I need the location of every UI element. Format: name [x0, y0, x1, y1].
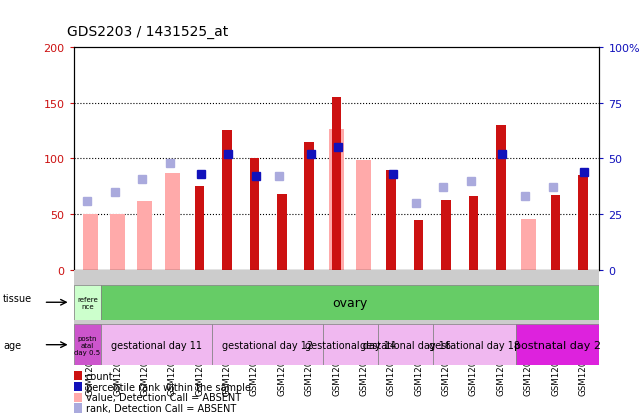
- Bar: [304, 142, 314, 271]
- Text: percentile rank within the sample: percentile rank within the sample: [86, 382, 251, 392]
- Text: gestational day 18: gestational day 18: [429, 340, 520, 350]
- Text: gestational day 11: gestational day 11: [111, 340, 202, 350]
- Text: gestational day 12: gestational day 12: [222, 340, 313, 350]
- Bar: [212, 324, 322, 366]
- Bar: [332, 98, 341, 271]
- Bar: [378, 324, 433, 366]
- Bar: [137, 202, 153, 271]
- Bar: [277, 195, 287, 271]
- Bar: [441, 200, 451, 271]
- Text: gestational day 14: gestational day 14: [305, 340, 396, 350]
- Bar: [110, 215, 125, 271]
- Text: postn
atal
day 0.5: postn atal day 0.5: [74, 335, 101, 355]
- Text: refere
nce: refere nce: [77, 296, 98, 309]
- Bar: [578, 176, 588, 271]
- Bar: [329, 130, 344, 271]
- Text: value, Detection Call = ABSENT: value, Detection Call = ABSENT: [86, 392, 241, 402]
- Bar: [101, 324, 212, 366]
- Bar: [74, 285, 101, 320]
- Bar: [520, 219, 536, 271]
- Text: ovary: ovary: [333, 296, 368, 309]
- Bar: [496, 126, 506, 271]
- Text: gestational day 16: gestational day 16: [360, 340, 451, 350]
- Bar: [322, 324, 378, 366]
- Text: rank, Detection Call = ABSENT: rank, Detection Call = ABSENT: [86, 403, 236, 413]
- Bar: [551, 196, 560, 271]
- Bar: [83, 215, 97, 271]
- Bar: [249, 159, 259, 271]
- Bar: [74, 324, 101, 366]
- Bar: [469, 197, 478, 271]
- Text: count: count: [86, 371, 113, 381]
- Text: age: age: [3, 340, 21, 350]
- Bar: [356, 160, 371, 271]
- Bar: [165, 173, 179, 271]
- Bar: [414, 221, 424, 271]
- Bar: [387, 170, 396, 271]
- Bar: [433, 324, 517, 366]
- Text: GDS2203 / 1431525_at: GDS2203 / 1431525_at: [67, 25, 229, 39]
- Bar: [517, 324, 599, 366]
- Text: tissue: tissue: [3, 293, 32, 304]
- Bar: [222, 131, 232, 271]
- Text: postnatal day 2: postnatal day 2: [514, 340, 601, 350]
- Bar: [195, 187, 204, 271]
